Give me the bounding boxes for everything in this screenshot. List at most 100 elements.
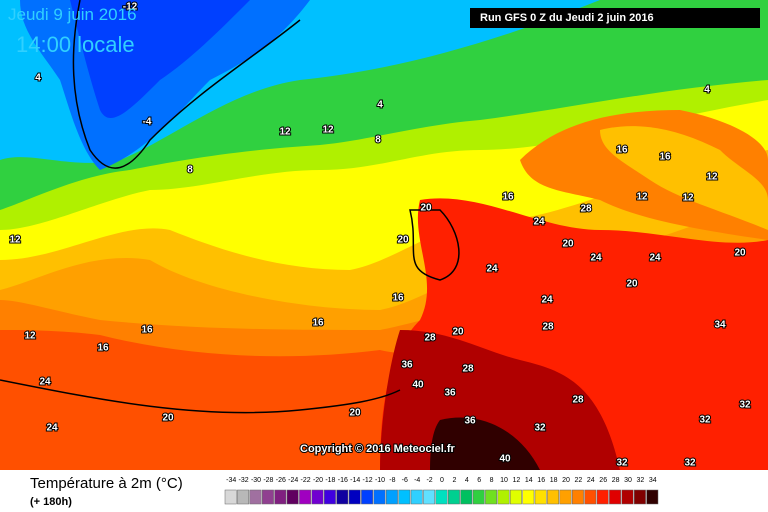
legend-swatch — [373, 489, 386, 505]
isoline-label: 24 — [486, 264, 498, 275]
legend-swatch — [224, 489, 237, 505]
legend-tick-label: 0 — [440, 477, 444, 484]
legend-tick-label: -12 — [363, 477, 373, 484]
isoline-label: 12 — [322, 125, 334, 136]
legend-tick-label: 34 — [649, 477, 657, 484]
legend-tick-label: 26 — [599, 477, 607, 484]
isoline-label: 36 — [464, 416, 476, 427]
legend-swatch — [596, 489, 609, 505]
legend-tick-label: 4 — [465, 477, 469, 484]
isoline-label: 12 — [24, 331, 36, 342]
legend-swatch — [237, 489, 250, 505]
legend-swatch — [571, 489, 584, 505]
isoline-label: 4 — [35, 73, 41, 84]
isoline-label: 20 — [734, 248, 746, 259]
isoline-label: 16 — [659, 152, 671, 163]
isoline-label: 28 — [424, 333, 436, 344]
legend-lead: (+ 180h) — [30, 496, 72, 508]
isoline-label: 32 — [684, 458, 696, 469]
isoline-label: 12 — [279, 127, 291, 138]
legend-swatch — [311, 489, 324, 505]
isoline-label: 24 — [39, 377, 51, 388]
isoline-label: 28 — [580, 204, 592, 215]
legend-swatch — [261, 489, 274, 505]
legend-tick-label: -28 — [263, 477, 273, 484]
legend-title: Température à 2m (°C) — [30, 475, 183, 492]
legend-swatch — [249, 489, 262, 505]
legend-swatch — [559, 489, 572, 505]
isoline-label: 20 — [420, 203, 432, 214]
run-info: Run GFS 0 Z du Jeudi 2 juin 2016 — [480, 12, 654, 24]
legend-tick-label: -26 — [276, 477, 286, 484]
isoline-label: 24 — [46, 423, 58, 434]
legend-swatch — [534, 489, 547, 505]
isoline-label: 20 — [626, 279, 638, 290]
isoline-label: 36 — [401, 360, 413, 371]
isoline-label: 20 — [349, 408, 361, 419]
isoline-label: 32 — [534, 423, 546, 434]
legend-swatch — [472, 489, 485, 505]
isoline — [0, 379, 401, 414]
legend-swatch — [485, 489, 498, 505]
legend-tick-label: 22 — [575, 477, 583, 484]
legend-swatch — [286, 489, 299, 505]
isoline-label: 16 — [312, 318, 324, 329]
legend-tick-label: -14 — [350, 477, 360, 484]
isoline-label: 12 — [706, 172, 718, 183]
isoline-label: 32 — [739, 400, 751, 411]
isoline-label: 12 — [682, 193, 694, 204]
isoline-label: 28 — [542, 322, 554, 333]
isoline-label: 40 — [412, 380, 424, 391]
legend-swatch — [460, 489, 473, 505]
isoline-label: 24 — [649, 253, 661, 264]
legend-tick-label: -34 — [226, 477, 236, 484]
coastline — [72, 0, 301, 169]
legend-swatch — [336, 489, 349, 505]
legend-tick-label: -24 — [288, 477, 298, 484]
legend-tick-label: 20 — [562, 477, 570, 484]
legend-swatch — [609, 489, 622, 505]
isoline-label: 34 — [714, 320, 726, 331]
legend-swatch — [547, 489, 560, 505]
legend-tick-label: -10 — [375, 477, 385, 484]
legend-swatch — [584, 489, 597, 505]
legend-tick-label: -16 — [338, 477, 348, 484]
legend-swatch — [348, 489, 361, 505]
isoline-label: 32 — [699, 415, 711, 426]
legend-tick-label: -6 — [402, 477, 408, 484]
legend-swatch — [435, 489, 448, 505]
legend-swatch — [299, 489, 312, 505]
greenland-core — [70, 0, 250, 119]
isoline-label: 20 — [397, 235, 409, 246]
isoline-label: 32 — [616, 458, 628, 469]
legend-swatch — [447, 489, 460, 505]
legend-tick-label: 12 — [513, 477, 521, 484]
legend-tick-label: -2 — [426, 477, 432, 484]
date: Jeudi 9 juin 2016 — [8, 5, 137, 24]
legend-tick-label: -32 — [239, 477, 249, 484]
isoline-label: 16 — [392, 293, 404, 304]
legend-swatch — [509, 489, 522, 505]
legend-swatch — [398, 489, 411, 505]
legend-tick-label: -8 — [389, 477, 395, 484]
legend-swatch — [633, 489, 646, 505]
isoline-label: 24 — [541, 295, 553, 306]
legend-swatch — [323, 489, 336, 505]
legend-tick-label: 6 — [477, 477, 481, 484]
legend-tick-label: 30 — [624, 477, 632, 484]
legend-swatch — [361, 489, 374, 505]
legend-tick-label: 18 — [550, 477, 558, 484]
legend-swatch — [522, 489, 535, 505]
isoline-label: -4 — [143, 117, 152, 128]
isoline-label: 20 — [562, 239, 574, 250]
legend-tick-label: -22 — [301, 477, 311, 484]
legend-tick-label: 32 — [637, 477, 645, 484]
legend-swatch — [621, 489, 634, 505]
legend-tick-label: 14 — [525, 477, 533, 484]
legend-tick-label: 2 — [452, 477, 456, 484]
sahara — [430, 417, 540, 470]
legend-swatch — [497, 489, 510, 505]
baltic — [600, 126, 768, 230]
isoline-label: 16 — [97, 343, 109, 354]
isoline-label: 8 — [187, 165, 193, 176]
